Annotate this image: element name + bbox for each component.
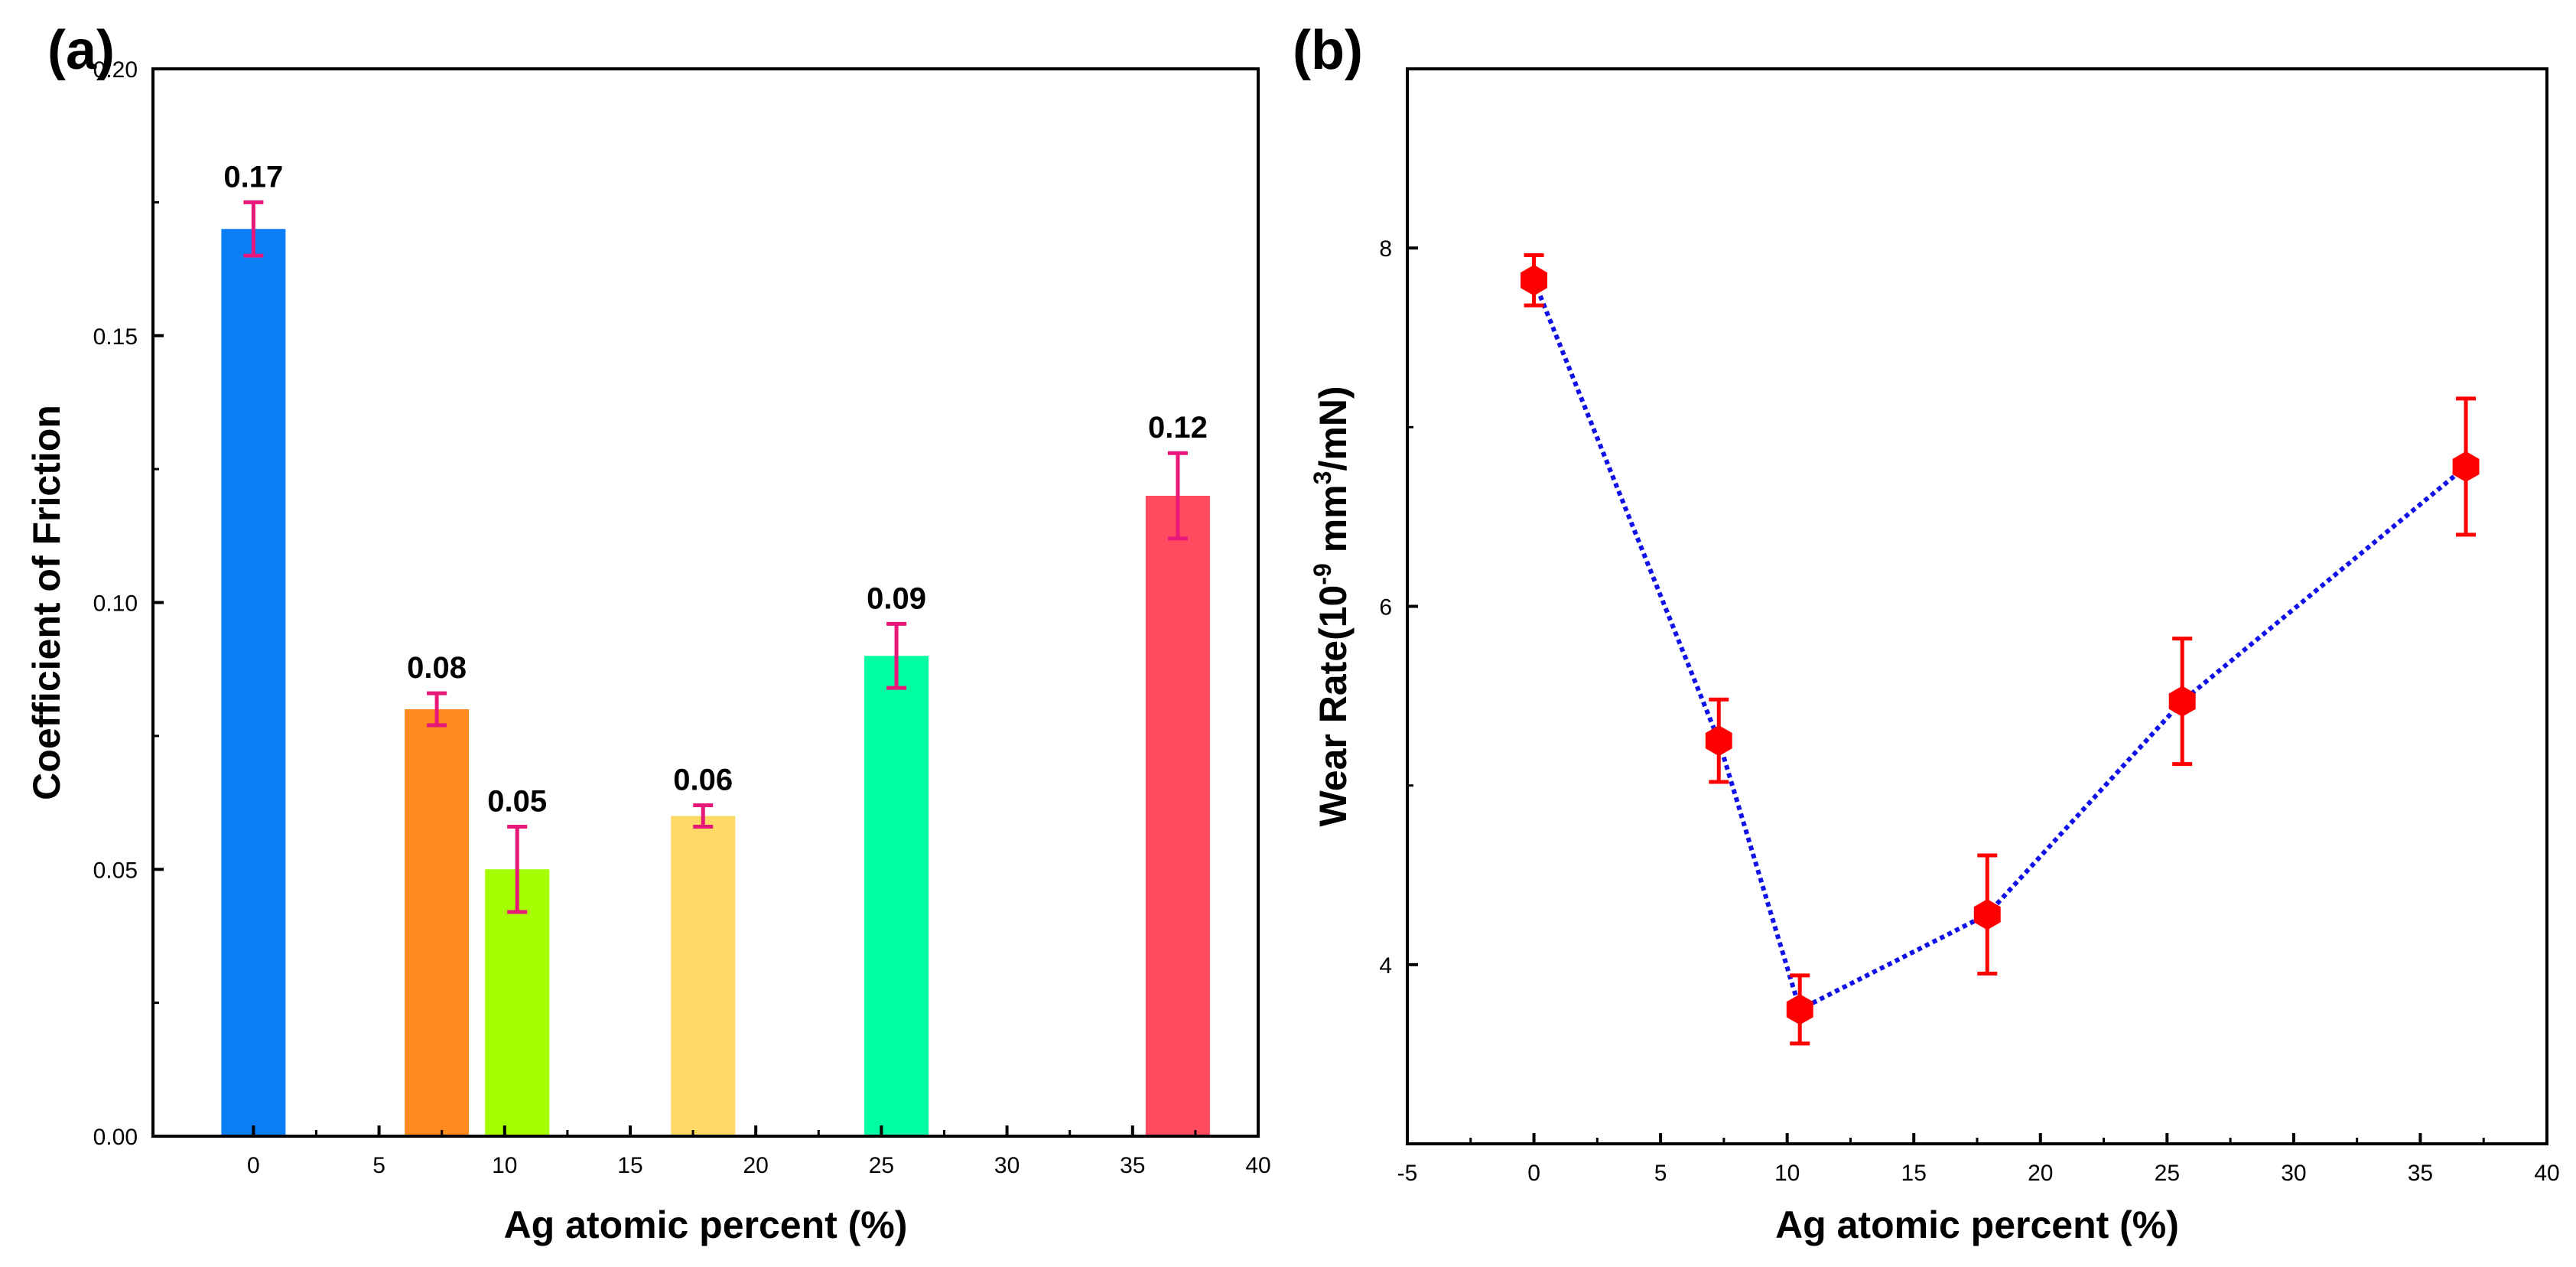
panel-b-y-axis-title: Wear Rate(10-9 mm3/mN)	[1309, 386, 1355, 826]
panel-b-x-tick-label-4: 15	[1901, 1161, 1927, 1186]
panel-a-y-axis-title: Coefficient of Friction	[25, 405, 68, 800]
panel-b-y-title-tail: /mN)	[1312, 386, 1355, 471]
panel-a-bar-5	[1145, 496, 1210, 1136]
panel-a-data-label-1: 0.08	[407, 651, 467, 685]
panel-a-data-label-0: 0.17	[223, 160, 283, 194]
panel-b-x-tick-label-9: 40	[2534, 1161, 2559, 1186]
panel-a-data-label-3: 0.06	[673, 764, 733, 797]
panel-b-label: (b)	[1293, 20, 1363, 81]
panel-b-x-tick-label-0: -5	[1397, 1161, 1418, 1186]
panel-a-x-tick-label-5: 25	[869, 1153, 894, 1178]
panel-a-y-tick-label-3: 0.15	[93, 324, 138, 350]
panel-a-x-tick-label-0: 0	[247, 1153, 260, 1178]
panel-a-error-bar-1	[427, 691, 447, 728]
panel-a-x-tick-label-3: 15	[617, 1153, 642, 1178]
panel-b-x-tick-label-8: 35	[2408, 1161, 2433, 1186]
panel-b-marker-0	[1521, 265, 1547, 296]
panel-b-wear-rate: (b) -5 0 5 10 15 20 25 30 35 40 4 6 8 Ag atomic per…	[1293, 20, 2560, 1246]
panel-a-x-tick-label-8: 40	[1245, 1153, 1270, 1178]
panel-a-data-label-4: 0.09	[867, 581, 926, 615]
panel-a-y-tick-label-4: 0.20	[93, 57, 138, 83]
panel-a-bar-0	[221, 229, 286, 1136]
panel-a-error-bar-2	[507, 824, 528, 914]
panel-a-y-tick-label-0: 0.00	[93, 1125, 138, 1150]
panel-a-y-tick-label-2: 0.10	[93, 591, 138, 617]
panel-b-x-axis-title: Ag atomic percent (%)	[1775, 1203, 2179, 1246]
panel-a-error-bar-0	[243, 200, 264, 258]
panel-a-label: (a)	[47, 20, 115, 81]
panel-a-x-tick-label-6: 30	[994, 1153, 1020, 1178]
panel-b-marker-4	[2168, 686, 2196, 717]
panel-b-y-title-sup2: 3	[1309, 471, 1336, 485]
panel-b-x-tick-label-1: 0	[1527, 1161, 1540, 1186]
panel-a-bar-3	[671, 816, 736, 1136]
panel-a-error-bar-5	[1167, 451, 1188, 541]
panel-a-data-label-2: 0.05	[487, 784, 547, 818]
panel-b-y-tick-label-0: 4	[1379, 953, 1392, 979]
panel-a-x-tick-label-4: 20	[743, 1153, 768, 1178]
panel-a-bar-4	[864, 656, 929, 1136]
panel-b-marker-3	[1973, 899, 2001, 930]
panel-a-coefficient-of-friction: (a) 0.17 0.08 0.05 0.06 0.09 0.12 0 5 10 15 20 25 3…	[25, 20, 1271, 1246]
panel-a-x-tick-label-7: 35	[1120, 1153, 1145, 1178]
panel-b-y-title-main: Wear Rate(10	[1312, 585, 1355, 827]
panel-b-x-tick-label-3: 10	[1774, 1161, 1800, 1186]
panel-a-data-label-5: 0.12	[1148, 411, 1208, 445]
panel-b-x-tick-label-6: 25	[2155, 1161, 2180, 1186]
panel-b-series-line	[1531, 279, 2467, 1013]
panel-b-y-title-mid: mm	[1312, 484, 1355, 563]
panel-b-marker-1	[1705, 725, 1732, 757]
panel-a-x-tick-label-2: 10	[492, 1153, 517, 1178]
panel-a-error-bar-4	[886, 621, 907, 690]
panel-a-bar-1	[405, 709, 470, 1136]
panel-a-error-bar-3	[693, 803, 714, 829]
panel-b-y-tick-label-1: 6	[1379, 595, 1392, 620]
panel-b-x-tick-label-5: 20	[2028, 1161, 2053, 1186]
panel-b-x-tick-label-7: 30	[2281, 1161, 2306, 1186]
panel-b-x-tick-label-2: 5	[1654, 1161, 1667, 1186]
panel-b-marker-2	[1786, 994, 1813, 1025]
panel-a-y-tick-label-1: 0.05	[93, 858, 138, 883]
panel-b-marker-5	[2452, 451, 2480, 483]
panel-b-y-title-sup: -9	[1309, 563, 1336, 585]
panel-b-y-tick-label-2: 8	[1379, 236, 1392, 262]
panel-b-plot-frame	[1406, 67, 2548, 1145]
panel-a-x-tick-label-1: 5	[372, 1153, 385, 1178]
panel-a-x-axis-title: Ag atomic percent (%)	[504, 1203, 908, 1246]
